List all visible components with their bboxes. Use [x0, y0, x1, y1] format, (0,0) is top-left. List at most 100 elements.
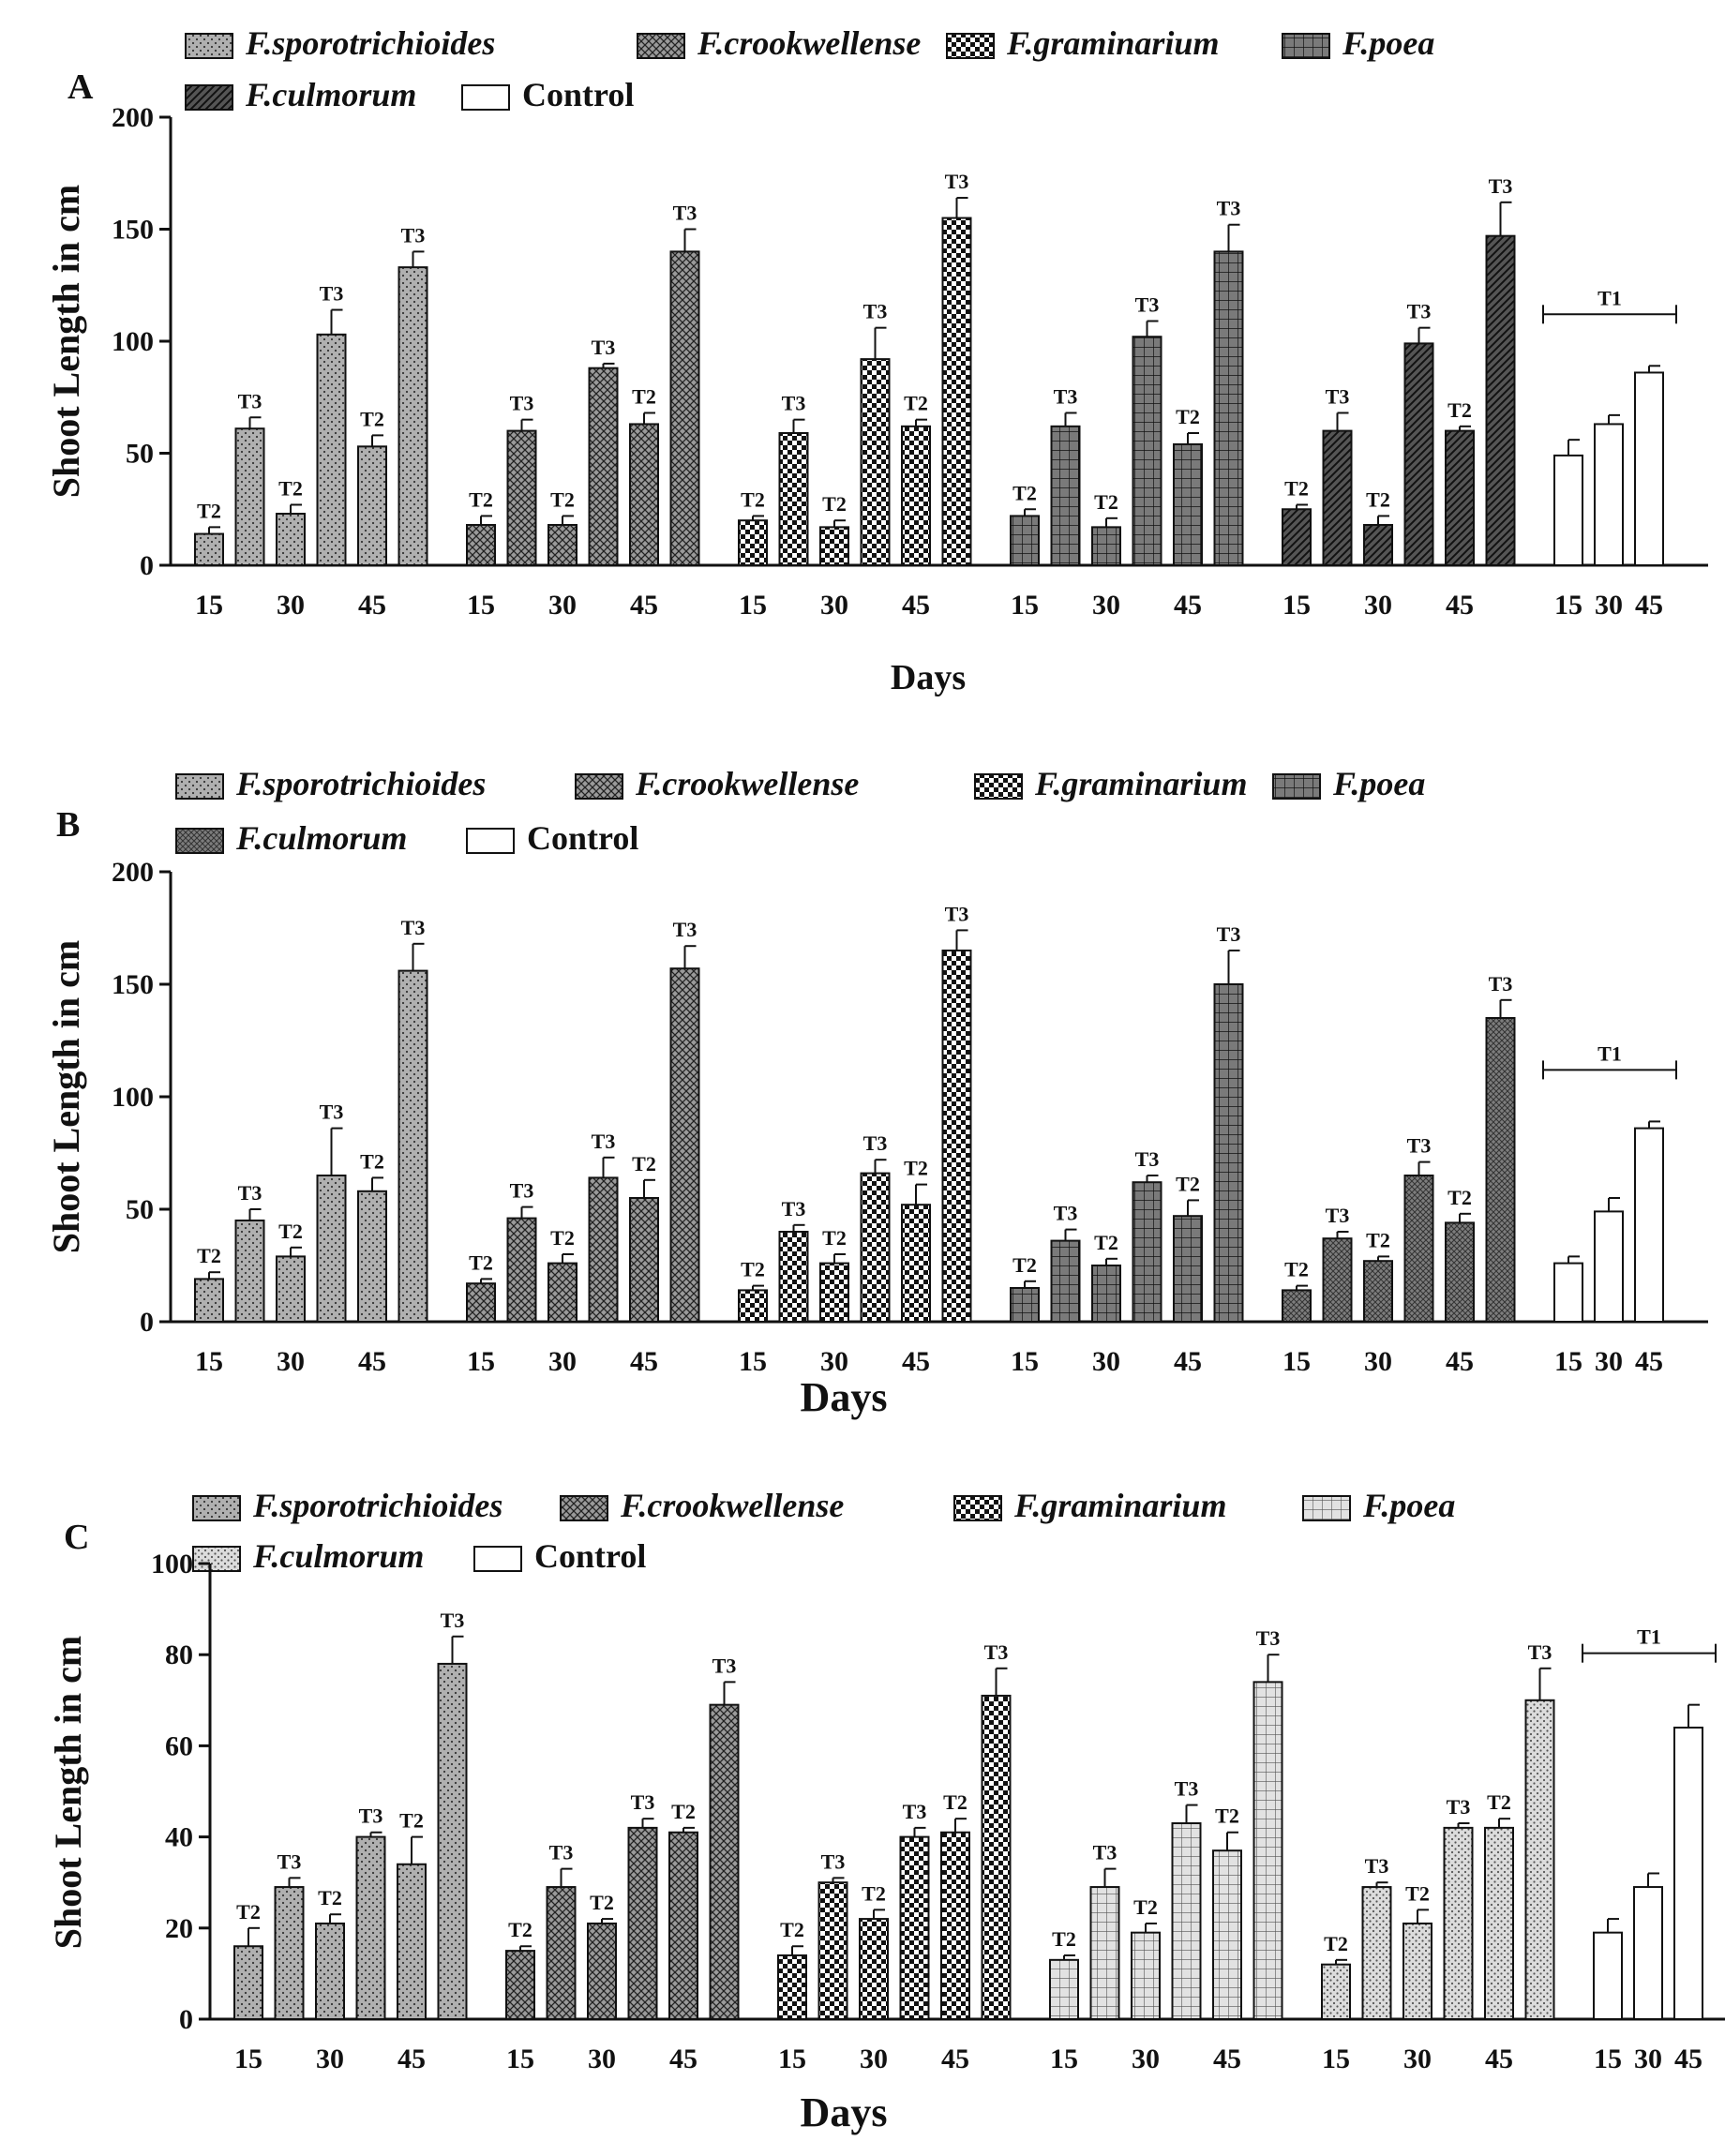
x-tick-label: 30: [277, 590, 305, 621]
bar: [941, 217, 972, 567]
x-tick-label: 15: [1011, 590, 1039, 621]
bar-label: T3: [863, 300, 888, 323]
x-tick-label: 45: [358, 590, 386, 621]
y-tick-label: 20: [165, 1913, 193, 1944]
bar: [1443, 1826, 1474, 2020]
x-tick-label: 15: [1594, 2044, 1622, 2074]
x-tick-label: 45: [1174, 1346, 1202, 1377]
x-tick-label: 30: [1092, 1346, 1120, 1377]
legend-swatch-5: [192, 1546, 241, 1572]
control-bracket-label: T1: [1598, 286, 1622, 309]
legend: F.sporotrichioides F.crookwellense F.grami…: [175, 765, 1425, 857]
bar-label: T2: [1487, 1790, 1511, 1814]
bar: [1213, 250, 1244, 566]
bar: [548, 1262, 578, 1323]
bar-label: T2: [590, 1891, 614, 1914]
legend-swatch-6: [473, 1546, 522, 1572]
group-6: 15 30 45 T1: [1542, 1041, 1677, 1377]
x-tick-label: 30: [1595, 590, 1623, 621]
bar: [738, 1289, 768, 1324]
bar-label: T2: [508, 1918, 532, 1941]
bar-label: T3: [631, 1790, 655, 1814]
bar: [1322, 1237, 1353, 1323]
bar-label: T2: [1366, 487, 1390, 511]
x-tick-label: 15: [234, 2044, 262, 2074]
x-tick-label: 45: [630, 590, 658, 621]
bar-label: T2: [904, 392, 928, 415]
bar: [1050, 1239, 1081, 1323]
bar: [587, 1922, 617, 2020]
bar: [1321, 1963, 1351, 2020]
bar-label: T2: [671, 1800, 696, 1823]
bar-label: T2: [1176, 1172, 1200, 1195]
x-tick-label: 30: [1364, 1346, 1392, 1377]
x-tick-label: 15: [1011, 1346, 1039, 1377]
bar-label: T2: [943, 1790, 968, 1814]
control-bracket-label: T1: [1598, 1041, 1622, 1065]
bar-label: T3: [1447, 1795, 1471, 1819]
bar: [1091, 1265, 1121, 1323]
legend-swatch-2: [560, 1495, 608, 1521]
x-tick-label: 15: [1282, 590, 1311, 621]
legend-label-3: F.graminarium: [1034, 765, 1247, 802]
x-tick-label: 15: [739, 1346, 767, 1377]
bar: [194, 1278, 224, 1324]
bar-label: T2: [904, 1157, 928, 1180]
bar-label: T3: [1407, 300, 1432, 323]
bar: [901, 425, 931, 566]
x-axis-label: Days: [891, 658, 966, 697]
bar-label: T2: [1284, 1258, 1309, 1281]
y-tick-label: 200: [112, 102, 154, 133]
x-tick-label: 30: [316, 2044, 344, 2074]
bar: [1049, 1958, 1079, 2021]
x-tick-label: 30: [1403, 2044, 1432, 2074]
x-tick-label: 45: [358, 1346, 386, 1377]
panel-b: B F.sporotrichioides F.crookwellense F.gram…: [45, 765, 1708, 1420]
bar: [546, 1886, 577, 2021]
legend-label-1: F.sporotrichioides: [245, 24, 495, 62]
bar-label: T2: [278, 1220, 303, 1243]
bar-label: T2: [632, 1152, 656, 1175]
bar-label: T3: [1489, 972, 1513, 996]
group-3: T2 T3 T2 T3 T2 T3 15 30 45: [738, 170, 972, 621]
group-1: T2 T3 T2 T3 T2 T3 15 30 45: [194, 223, 428, 621]
x-tick-label: 45: [398, 2044, 426, 2074]
bar: [1252, 1681, 1283, 2020]
bar: [588, 1176, 619, 1324]
x-tick-label: 15: [1554, 1346, 1582, 1377]
bar: [1173, 442, 1203, 566]
legend-label-4: F.poea: [1362, 1487, 1455, 1524]
bar: [1050, 425, 1081, 566]
bar: [1010, 1287, 1040, 1323]
bar: [315, 1922, 345, 2020]
y-tick-label: 0: [140, 550, 154, 581]
x-tick-label: 45: [1174, 590, 1202, 621]
bar: [1089, 1886, 1120, 2021]
x-tick-label: 45: [902, 590, 930, 621]
bar-label: T2: [236, 1900, 261, 1924]
x-tick-label: 45: [630, 1346, 658, 1377]
panel-c: C F.sporotrichioides F.crookwellense F.gram…: [47, 1487, 1725, 2135]
bar: [398, 266, 428, 566]
legend-swatch-1: [192, 1495, 241, 1521]
bar-label: T3: [782, 1197, 806, 1220]
bar-label: T2: [1052, 1927, 1076, 1951]
bar: [778, 431, 809, 566]
x-tick-label: 30: [1092, 590, 1120, 621]
bar-label: T2: [1176, 405, 1200, 428]
bar-label: T2: [1324, 1932, 1348, 1955]
x-axis-label: Days: [801, 2089, 888, 2135]
bar-label: T3: [945, 902, 969, 925]
bar-label: T3: [984, 1640, 1009, 1664]
legend-swatch-3: [946, 33, 995, 59]
bar-label: T2: [197, 499, 221, 522]
y-tick-label: 100: [112, 1082, 154, 1113]
bar: [818, 1881, 848, 2020]
bar-label: T2: [550, 1226, 575, 1250]
bar: [1132, 1181, 1162, 1323]
bar-label: T3: [1256, 1626, 1281, 1650]
panel-label: B: [56, 805, 80, 845]
bar: [276, 513, 306, 567]
bar-label: T2: [780, 1918, 804, 1941]
bar-label: T2: [1215, 1804, 1239, 1828]
